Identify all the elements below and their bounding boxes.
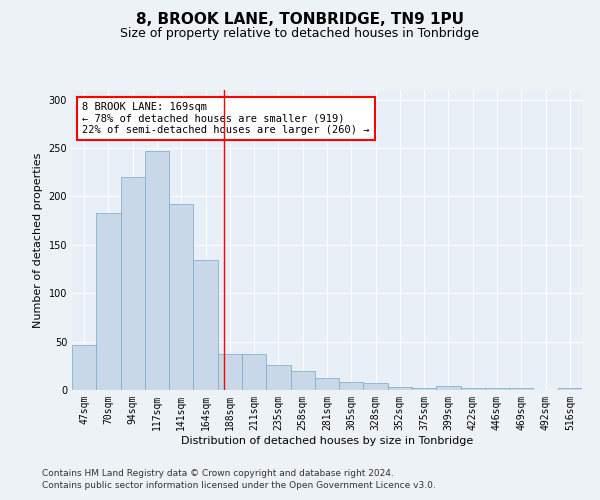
Bar — [509, 388, 533, 390]
Bar — [193, 260, 218, 390]
Text: 8 BROOK LANE: 169sqm
← 78% of detached houses are smaller (919)
22% of semi-deta: 8 BROOK LANE: 169sqm ← 78% of detached h… — [82, 102, 370, 135]
Text: 8, BROOK LANE, TONBRIDGE, TN9 1PU: 8, BROOK LANE, TONBRIDGE, TN9 1PU — [136, 12, 464, 28]
Bar — [485, 388, 509, 390]
Bar — [412, 388, 436, 390]
X-axis label: Distribution of detached houses by size in Tonbridge: Distribution of detached houses by size … — [181, 436, 473, 446]
Bar — [461, 388, 485, 390]
Bar — [218, 354, 242, 390]
Bar — [121, 177, 145, 390]
Text: Contains HM Land Registry data © Crown copyright and database right 2024.: Contains HM Land Registry data © Crown c… — [42, 468, 394, 477]
Bar — [388, 387, 412, 390]
Bar — [339, 382, 364, 390]
Bar — [290, 370, 315, 390]
Bar — [72, 346, 96, 390]
Text: Size of property relative to detached houses in Tonbridge: Size of property relative to detached ho… — [121, 28, 479, 40]
Bar — [266, 365, 290, 390]
Bar — [242, 354, 266, 390]
Bar — [145, 151, 169, 390]
Bar — [169, 204, 193, 390]
Bar — [315, 378, 339, 390]
Bar — [364, 383, 388, 390]
Text: Contains public sector information licensed under the Open Government Licence v3: Contains public sector information licen… — [42, 481, 436, 490]
Bar — [96, 213, 121, 390]
Bar — [558, 388, 582, 390]
Y-axis label: Number of detached properties: Number of detached properties — [33, 152, 43, 328]
Bar — [436, 386, 461, 390]
